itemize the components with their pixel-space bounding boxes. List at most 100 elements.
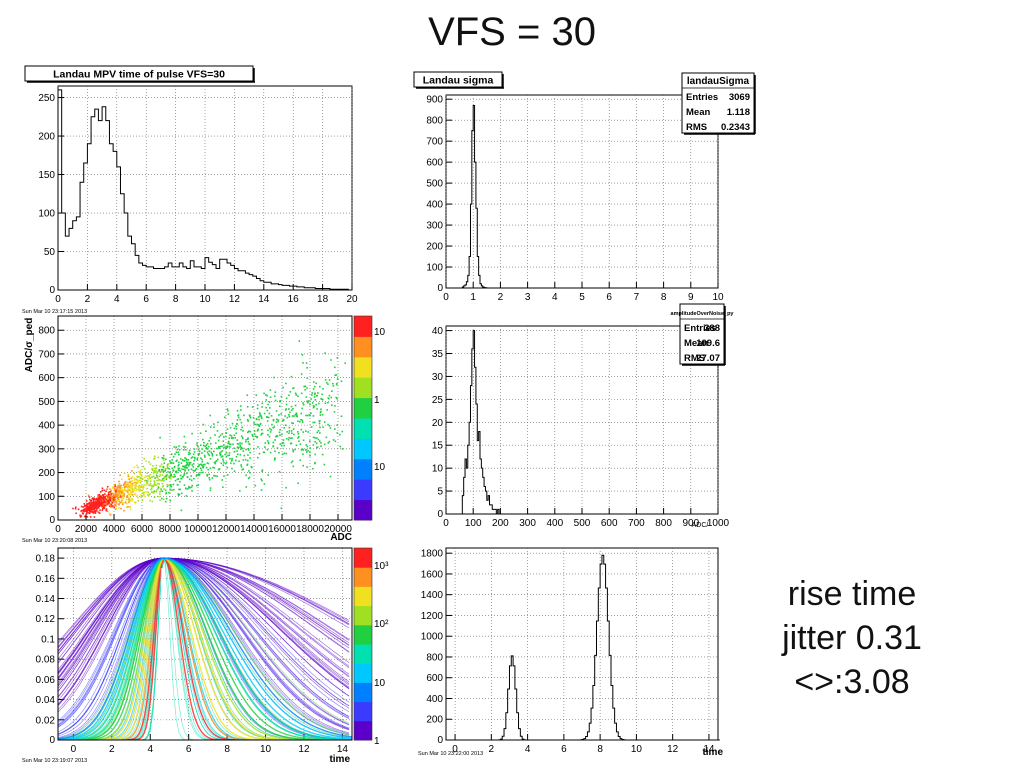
side-note-line-3: <>:3.08 [794, 663, 910, 701]
scatter-point [153, 470, 156, 472]
scatter-point [125, 483, 128, 485]
scatter-point [245, 440, 247, 443]
x-tick-label: 3 [525, 292, 531, 303]
colorbar-cell [354, 458, 372, 480]
scatter-point [161, 479, 163, 482]
scatter-point [90, 507, 93, 509]
scatter-point [105, 503, 107, 505]
stats-box [679, 303, 725, 365]
scatter-point [249, 416, 252, 419]
x-tick-label: 5 [579, 292, 585, 303]
y-tick-label: 0 [437, 509, 443, 520]
scatter-point [314, 462, 316, 465]
scatter-point [336, 432, 339, 434]
scatter-point [123, 489, 125, 492]
scatter-point [197, 448, 200, 451]
scatter-point [121, 499, 123, 502]
scatter-point [253, 447, 255, 450]
scatter-point [163, 457, 165, 460]
y-tick-label: 10 [432, 464, 444, 475]
scatter-point [326, 409, 328, 411]
y-tick-label: 30 [432, 372, 444, 383]
scatter-point [324, 352, 326, 354]
scatter-point [314, 399, 317, 401]
scatter-point [155, 467, 157, 469]
scatter-point [83, 504, 86, 507]
scatter-point [197, 453, 200, 455]
scatter-point [305, 414, 307, 417]
scatter-point [340, 415, 343, 418]
scatter-point [318, 402, 320, 405]
scatter-point [114, 488, 117, 491]
scatter-point [292, 422, 294, 425]
scatter-point [184, 442, 187, 444]
y-tick-label: 0 [437, 283, 443, 294]
scatter-point [137, 466, 139, 469]
scatter-point [128, 493, 131, 496]
pulse-curve [58, 557, 350, 645]
pulse-curve [58, 557, 350, 740]
scatter-point [102, 495, 105, 498]
scatter-point [221, 450, 224, 452]
scatter-point [177, 493, 180, 495]
x-tick-label: 2 [489, 744, 495, 755]
scatter-point [162, 466, 164, 468]
scatter-point [197, 445, 199, 448]
scatter-point [225, 462, 227, 465]
scatter-point [239, 405, 242, 407]
x-tick-label: 10 [199, 294, 211, 305]
scatter-point [113, 496, 115, 499]
scatter-point [153, 481, 156, 484]
scatter-point [161, 490, 164, 493]
scatter-point [192, 466, 195, 468]
scatter-point [204, 456, 206, 458]
scatter-point [333, 428, 336, 430]
scatter-point [222, 460, 225, 462]
scatter-point [169, 488, 171, 491]
scatter-point [208, 454, 211, 457]
scatter-point [157, 486, 160, 488]
x-tick-label: 300 [519, 518, 536, 529]
scatter-point [230, 435, 233, 437]
scatter-point [97, 506, 100, 508]
scatter-point [112, 493, 115, 496]
scatter-point [258, 425, 261, 427]
scatter-point [260, 414, 262, 417]
scatter-point [300, 449, 303, 451]
scatter-point [113, 489, 116, 491]
scatter-point [313, 393, 316, 396]
scatter-point [130, 485, 133, 487]
scatter-point [138, 485, 141, 488]
scatter-point [121, 494, 124, 497]
scatter-point [261, 479, 263, 482]
pulse-curve [58, 557, 350, 740]
scatter-point [283, 444, 285, 447]
scatter-point [220, 456, 223, 458]
scatter-point [86, 503, 89, 506]
scatter-point [89, 508, 92, 511]
scatter-point [237, 446, 240, 449]
scatter-point [74, 508, 77, 510]
scatter-point [183, 435, 186, 438]
scatter-point [200, 467, 202, 470]
scatter-point [246, 459, 249, 462]
scatter-point [242, 450, 245, 452]
y-tick-label: 1200 [421, 611, 444, 622]
scatter-point [292, 428, 295, 430]
scatter-point [305, 396, 308, 398]
scatter-point [261, 432, 264, 435]
scatter-point [222, 458, 224, 461]
scatter-point [162, 478, 164, 480]
scatter-point [120, 494, 122, 496]
scatter-point [247, 431, 249, 434]
scatter-point [185, 472, 188, 475]
scatter-point [295, 413, 298, 416]
scatter-point [273, 376, 275, 379]
y-tick-label: 1400 [421, 590, 444, 601]
scatter-point [148, 475, 151, 478]
scatter-point [156, 488, 159, 490]
scatter-point [97, 498, 100, 500]
x-tick-label: 6 [561, 744, 567, 755]
x-tick-label: 8 [597, 744, 603, 755]
scatter-point [198, 450, 201, 453]
